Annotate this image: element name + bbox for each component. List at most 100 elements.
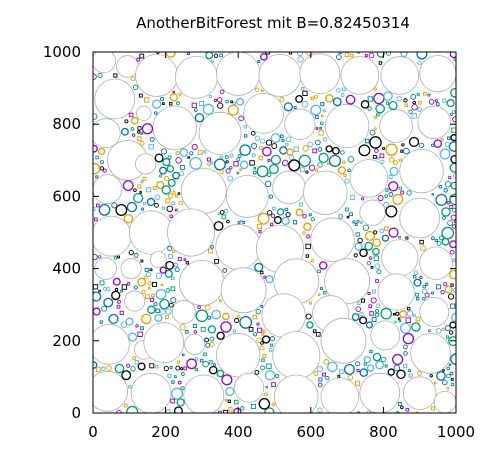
small-mark-157 — [383, 91, 393, 101]
small-mark-135 — [441, 226, 455, 240]
small-mark-611 — [340, 150, 345, 155]
small-mark-212 — [101, 305, 108, 312]
small-mark-374 — [160, 308, 166, 315]
small-mark-729 — [416, 92, 420, 97]
small-mark-86 — [416, 52, 428, 60]
small-mark-158 — [449, 321, 456, 329]
small-mark-101 — [125, 317, 134, 326]
small-mark-165 — [415, 297, 420, 301]
small-mark-363 — [154, 153, 164, 163]
small-mark-1 — [373, 92, 385, 105]
small-mark-699 — [237, 154, 242, 158]
small-mark-585 — [271, 143, 278, 149]
small-mark-540 — [209, 336, 215, 342]
small-mark-394 — [194, 367, 198, 372]
small-mark-668 — [93, 217, 98, 222]
small-mark-616 — [314, 115, 319, 120]
large-circle-68 — [402, 376, 437, 410]
small-mark-252 — [305, 313, 312, 320]
y-tick-label-1: 200 — [52, 332, 81, 350]
small-mark-722 — [279, 96, 285, 102]
small-mark-309 — [93, 307, 101, 316]
small-mark-516 — [345, 94, 356, 105]
small-mark-368 — [446, 99, 455, 108]
large-circle-40 — [178, 260, 225, 306]
small-mark-500 — [383, 201, 389, 208]
large-circle-36 — [399, 197, 441, 239]
small-mark-413 — [373, 230, 378, 235]
small-mark-173 — [315, 168, 319, 172]
small-mark-637 — [141, 207, 145, 211]
small-mark-698 — [139, 140, 145, 146]
small-mark-94 — [363, 362, 367, 366]
small-mark-68 — [359, 248, 368, 258]
small-mark-352 — [149, 268, 153, 272]
small-mark-253 — [176, 398, 185, 407]
small-mark-10 — [449, 193, 456, 206]
small-mark-250 — [364, 138, 370, 144]
small-mark-650 — [260, 270, 264, 275]
small-mark-147 — [402, 332, 415, 345]
small-mark-600 — [440, 290, 445, 295]
small-mark-401 — [302, 213, 307, 219]
small-mark-34 — [328, 154, 342, 167]
small-mark-486 — [360, 197, 365, 201]
small-mark-172 — [372, 238, 382, 248]
small-mark-656 — [388, 156, 395, 163]
small-mark-273 — [257, 212, 270, 225]
small-mark-11 — [337, 166, 346, 175]
small-mark-260 — [367, 96, 374, 102]
small-mark-200 — [174, 263, 178, 268]
small-mark-526 — [93, 144, 98, 153]
small-mark-579 — [320, 114, 324, 118]
small-mark-589 — [202, 360, 209, 368]
small-mark-189 — [385, 52, 391, 56]
small-mark-114 — [93, 361, 98, 369]
small-mark-665 — [309, 301, 313, 305]
small-mark-576 — [160, 148, 168, 155]
small-mark-620 — [219, 53, 224, 58]
small-mark-633 — [163, 176, 170, 182]
small-mark-109 — [450, 88, 456, 98]
small-mark-572 — [240, 219, 243, 223]
small-mark-104 — [412, 100, 417, 105]
small-mark-279 — [256, 322, 260, 326]
small-mark-502 — [357, 301, 361, 305]
small-mark-344 — [140, 259, 144, 263]
large-circle-24 — [272, 170, 306, 205]
small-mark-347 — [293, 106, 297, 109]
small-mark-65 — [180, 372, 185, 377]
small-mark-452 — [262, 353, 267, 358]
small-mark-122 — [207, 162, 211, 166]
small-mark-591 — [393, 364, 401, 372]
small-mark-432 — [380, 307, 393, 320]
small-mark-340 — [441, 379, 448, 386]
small-mark-697 — [422, 297, 426, 301]
small-mark-224 — [239, 144, 251, 156]
small-mark-107 — [399, 310, 408, 319]
small-mark-356 — [288, 159, 301, 172]
small-mark-35 — [302, 90, 308, 96]
large-circle-55 — [184, 333, 206, 355]
small-mark-133 — [411, 113, 417, 119]
large-circle-22 — [180, 168, 227, 214]
small-mark-180 — [133, 252, 139, 258]
small-mark-695 — [322, 137, 328, 142]
small-mark-700 — [199, 358, 204, 363]
small-mark-536 — [314, 94, 319, 99]
small-mark-7 — [332, 97, 342, 107]
small-mark-416 — [302, 145, 309, 152]
small-mark-9 — [93, 291, 102, 302]
small-mark-257 — [254, 135, 261, 141]
small-mark-573 — [268, 194, 274, 199]
small-mark-517 — [367, 106, 372, 111]
small-mark-647 — [197, 305, 201, 309]
small-mark-461 — [397, 402, 403, 407]
small-mark-435 — [179, 171, 185, 177]
small-mark-160 — [281, 138, 285, 142]
small-mark-462 — [385, 101, 389, 105]
small-mark-669 — [285, 212, 291, 218]
small-mark-261 — [403, 351, 408, 356]
large-circle-59 — [370, 320, 401, 351]
small-mark-586 — [204, 337, 209, 343]
